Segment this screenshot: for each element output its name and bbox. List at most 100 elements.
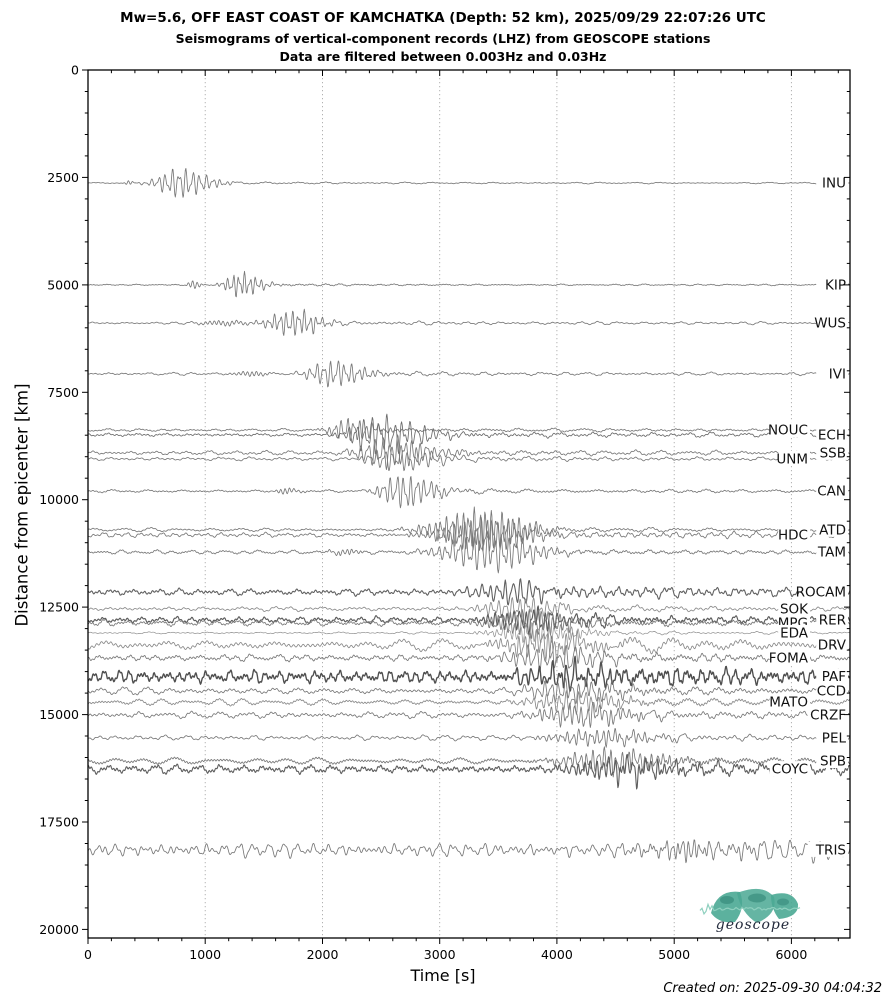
- axis-ticks: [82, 69, 850, 944]
- station-label-FOMA: FOMA: [769, 650, 809, 666]
- trace-NOUC: [88, 417, 850, 442]
- station-label-bg: [816, 444, 848, 460]
- station-label-bg: [816, 753, 848, 768]
- y-tick-label: 15000: [39, 707, 79, 722]
- logo-continent: [720, 896, 734, 904]
- station-label-UNM: UNM: [776, 451, 808, 467]
- trace-UNM: [88, 444, 850, 472]
- station-label-ATD: ATD: [819, 522, 846, 538]
- y-tick-label: 5000: [47, 277, 79, 292]
- trace-IVI: [88, 360, 850, 388]
- station-label-KIP: KIP: [825, 277, 846, 293]
- station-label-bg: [778, 624, 810, 640]
- trace-RER: [88, 605, 850, 636]
- station-label-bg: [807, 707, 848, 722]
- trace-TRIS: [88, 839, 850, 864]
- station-label-bg: [816, 175, 848, 190]
- title-line-3: Data are filtered between 0.003Hz and 0.…: [279, 49, 607, 64]
- station-label-bg: [816, 276, 848, 292]
- trace-FOMA: [88, 635, 850, 673]
- trace-SOK: [88, 597, 850, 624]
- station-label-ECH: ECH: [818, 427, 846, 443]
- station-label-TAM: TAM: [817, 545, 846, 561]
- x-tick-label: 6000: [775, 947, 807, 962]
- station-label-SPB: SPB: [820, 754, 846, 770]
- trace-COYC: [88, 753, 850, 790]
- station-label-bg: [816, 521, 848, 537]
- x-axis-label: Time [s]: [410, 966, 476, 985]
- station-label-RER: RER: [819, 613, 846, 629]
- station-label-MATO: MATO: [769, 695, 808, 711]
- gridlines: [204, 70, 792, 938]
- station-label-bg: [816, 682, 848, 698]
- station-label-DRV: DRV: [818, 637, 847, 653]
- trace-MATO: [88, 690, 850, 715]
- station-label-EDA: EDA: [780, 625, 809, 641]
- geoscope-logo: geoscope: [699, 888, 801, 933]
- station-label-bg: [769, 649, 810, 665]
- y-tick-label: 17500: [39, 815, 79, 830]
- station-label-INU: INU: [822, 176, 846, 192]
- station-label-CRZF: CRZF: [810, 708, 846, 724]
- station-label-bg: [816, 612, 848, 627]
- trace-EDA: [88, 622, 850, 644]
- x-tick-label: 0: [84, 947, 92, 962]
- x-tick-label: 3000: [424, 947, 456, 962]
- station-label-SSB: SSB: [820, 445, 846, 461]
- station-label-bg: [778, 600, 810, 616]
- station-label-CCD: CCD: [817, 683, 846, 699]
- station-label-bg: [816, 729, 848, 745]
- trace-INU: [88, 167, 850, 198]
- station-label-ROCAM: ROCAM: [796, 585, 846, 601]
- trace-DRV: [88, 629, 850, 664]
- x-tick-label: 2000: [307, 947, 339, 962]
- plot-border: [87, 69, 851, 939]
- station-label-SOK: SOK: [780, 601, 809, 617]
- title-line-1: Mw=5.6, OFF EAST COAST OF KAMCHATKA (Dep…: [120, 10, 766, 26]
- trace-HDC: [88, 517, 850, 552]
- trace-SSB: [88, 434, 850, 471]
- station-label-bg: [816, 668, 848, 684]
- station-label-bg: [769, 761, 810, 777]
- trace-MPG: [88, 608, 850, 639]
- trace-CRZF: [88, 701, 850, 728]
- y-tick-label: 2500: [47, 170, 79, 185]
- station-label-bg: [816, 315, 848, 331]
- y-axis-label: Distance from epicenter [km]: [12, 383, 32, 627]
- trace-WUS: [88, 308, 850, 336]
- trace-PAF: [88, 655, 850, 692]
- station-labels: INU KIP WUS IVI NOUC ECH SSB UNM CAN ATD HDC TAM ROC…: [768, 175, 848, 858]
- y-tick-label: 20000: [39, 922, 79, 937]
- logo-gore-3: [771, 893, 799, 919]
- created-on-text: Created on: 2025-09-30 04:04:32: [663, 981, 882, 996]
- tick-labels: 0 1000 2000 3000 4000 5000 6000 0 2500 5000 7500 10…: [39, 63, 807, 963]
- logo-continent: [777, 898, 789, 906]
- logo-gore-1: [711, 891, 743, 923]
- station-label-HDC: HDC: [778, 527, 808, 543]
- trace-TAM: [88, 530, 850, 574]
- trace-ROCAM: [88, 578, 850, 606]
- trace-ATD: [88, 506, 850, 552]
- traces: [88, 167, 850, 864]
- x-tick-label: 1000: [189, 947, 221, 962]
- x-tick-label: 4000: [541, 947, 573, 962]
- station-label-bg: [778, 450, 810, 466]
- x-tick-label: 5000: [658, 947, 690, 962]
- logo-seismogram-squiggle: [699, 902, 801, 916]
- station-label-WUS: WUS: [814, 316, 846, 332]
- trace-PEL: [88, 727, 850, 748]
- trace-SPB: [88, 746, 850, 778]
- station-label-bg: [807, 841, 848, 857]
- station-label-bg: [799, 584, 848, 600]
- station-label-PAF: PAF: [822, 669, 846, 685]
- station-label-NOUC: NOUC: [768, 423, 808, 439]
- y-tick-label: 7500: [47, 385, 79, 400]
- station-label-COYC: COYC: [772, 762, 808, 778]
- station-label-bg: [816, 483, 848, 499]
- trace-ECH: [88, 413, 850, 455]
- station-label-IVI: IVI: [829, 366, 846, 382]
- station-label-bg: [769, 694, 810, 710]
- trace-KIP: [88, 270, 850, 298]
